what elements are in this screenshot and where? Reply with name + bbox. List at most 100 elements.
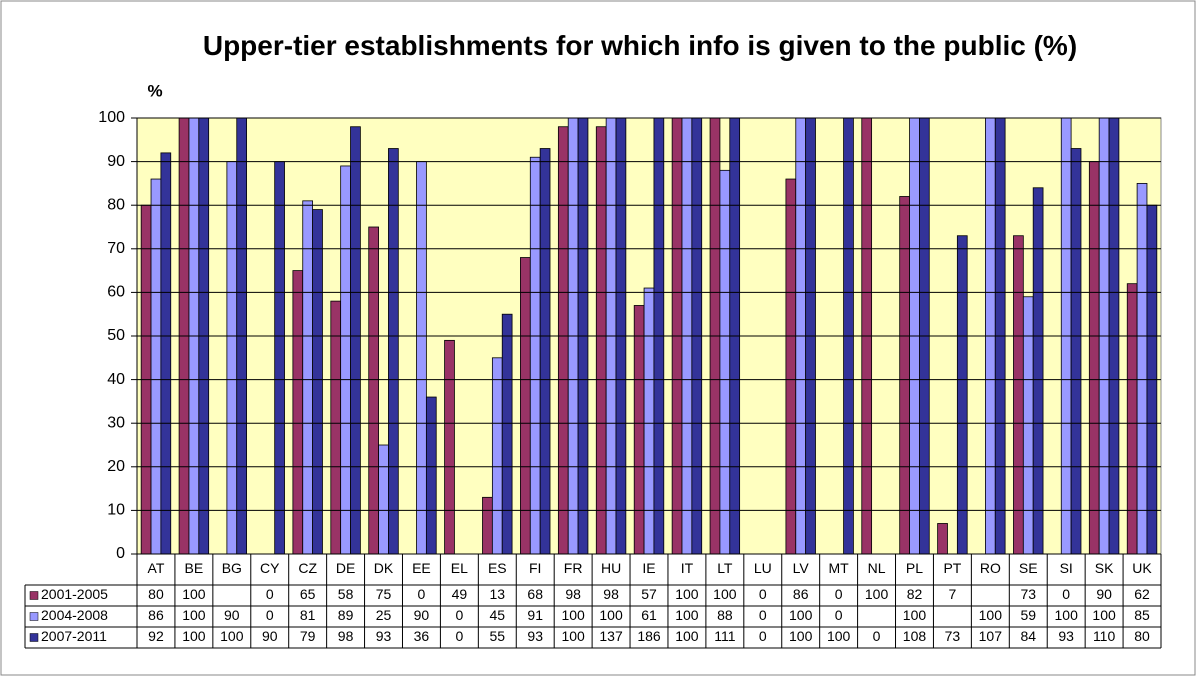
bar xyxy=(1126,283,1138,554)
table-value: 25 xyxy=(376,607,392,623)
bar xyxy=(330,300,342,554)
table-value: 80 xyxy=(148,586,164,602)
bar xyxy=(937,523,948,554)
table-value: 110 xyxy=(1093,628,1116,644)
table-value: 86 xyxy=(793,586,809,602)
bar xyxy=(444,339,455,554)
bar xyxy=(491,357,503,554)
table-value: 7 xyxy=(949,586,957,602)
table-value: 100 xyxy=(182,628,206,644)
table-value: 100 xyxy=(561,628,585,644)
y-tick-label: 10 xyxy=(107,502,125,519)
table-value: 58 xyxy=(338,586,354,602)
table-value: 93 xyxy=(527,628,543,644)
x-tick-label: LU xyxy=(754,560,772,576)
table-value: 13 xyxy=(490,586,506,602)
table-value: 100 xyxy=(182,607,206,623)
table-value: 108 xyxy=(903,628,927,644)
table-value: 93 xyxy=(376,628,392,644)
table-value: 0 xyxy=(1062,586,1070,602)
x-tick-label: AT xyxy=(148,560,165,576)
x-tick-label: IE xyxy=(642,560,655,576)
x-tick-label: PT xyxy=(943,560,961,576)
x-tick-label: LT xyxy=(717,560,733,576)
y-tick-label: 50 xyxy=(107,327,125,344)
bar xyxy=(160,152,172,554)
bar xyxy=(378,444,389,554)
x-tick-label: CZ xyxy=(298,560,317,576)
bar xyxy=(633,305,645,554)
bar xyxy=(529,156,541,554)
table-value: 57 xyxy=(641,586,657,602)
bar xyxy=(501,313,513,554)
table-value: 55 xyxy=(490,628,506,644)
table-value: 90 xyxy=(414,607,430,623)
table-value: 100 xyxy=(865,586,889,602)
bar xyxy=(416,161,427,554)
table-value: 0 xyxy=(266,607,274,623)
bar xyxy=(539,148,551,554)
legend-label: 2001-2005 xyxy=(41,586,108,602)
table-value: 100 xyxy=(713,586,737,602)
table-value: 82 xyxy=(907,586,923,602)
table-value: 92 xyxy=(148,628,164,644)
bar xyxy=(643,287,655,554)
legend-label: 2004-2008 xyxy=(41,607,108,623)
bar xyxy=(1013,235,1024,554)
y-tick-label: 80 xyxy=(107,196,125,213)
table-value: 89 xyxy=(338,607,354,623)
table-value: 100 xyxy=(789,607,813,623)
y-tick-label: 70 xyxy=(107,240,125,257)
bar xyxy=(615,118,627,554)
table-value: 0 xyxy=(759,607,767,623)
chart-title: Upper-tier establishments for which info… xyxy=(202,30,1078,61)
bar xyxy=(785,178,797,554)
table-value: 0 xyxy=(455,607,463,623)
x-tick-label: BG xyxy=(222,560,242,576)
bar xyxy=(1070,148,1082,554)
x-tick-label: IT xyxy=(681,560,694,576)
table-value: 73 xyxy=(1020,586,1036,602)
x-tick-label: MT xyxy=(829,560,850,576)
table-value: 111 xyxy=(714,628,735,644)
bar xyxy=(350,126,361,554)
bar xyxy=(520,257,531,554)
bar xyxy=(1088,161,1100,554)
bar xyxy=(1108,118,1120,554)
table-value: 100 xyxy=(903,607,927,623)
bar xyxy=(1032,187,1044,554)
x-tick-label: CY xyxy=(260,560,280,576)
y-tick-label: 90 xyxy=(107,153,125,170)
table-value: 137 xyxy=(599,628,623,644)
bar xyxy=(226,161,238,554)
table-value: 49 xyxy=(452,586,468,602)
table-value: 0 xyxy=(418,586,426,602)
bar xyxy=(312,209,323,554)
bar xyxy=(340,165,351,554)
y-tick-label: 40 xyxy=(107,371,125,388)
table-value: 0 xyxy=(835,586,843,602)
table-value: 90 xyxy=(224,607,240,623)
table-value: 100 xyxy=(675,607,699,623)
y-tick-label: 30 xyxy=(107,414,125,431)
table-value: 65 xyxy=(300,586,316,602)
table-value: 100 xyxy=(1092,607,1116,623)
table-value: 62 xyxy=(1134,586,1150,602)
y-tick-label: 0 xyxy=(116,545,125,562)
y-tick-label: 60 xyxy=(107,284,125,301)
table-value: 85 xyxy=(1134,607,1150,623)
x-tick-label: EL xyxy=(451,560,468,576)
legend-swatch xyxy=(29,591,39,600)
table-value: 100 xyxy=(599,607,623,623)
table-value: 186 xyxy=(637,628,661,644)
table-value: 98 xyxy=(603,586,619,602)
table-value: 84 xyxy=(1020,628,1036,644)
table-value: 0 xyxy=(835,607,843,623)
table-value: 59 xyxy=(1020,607,1036,623)
table-value: 98 xyxy=(565,586,581,602)
y-tick-label: 20 xyxy=(107,458,125,475)
bar xyxy=(292,270,304,554)
table-value: 73 xyxy=(945,628,961,644)
